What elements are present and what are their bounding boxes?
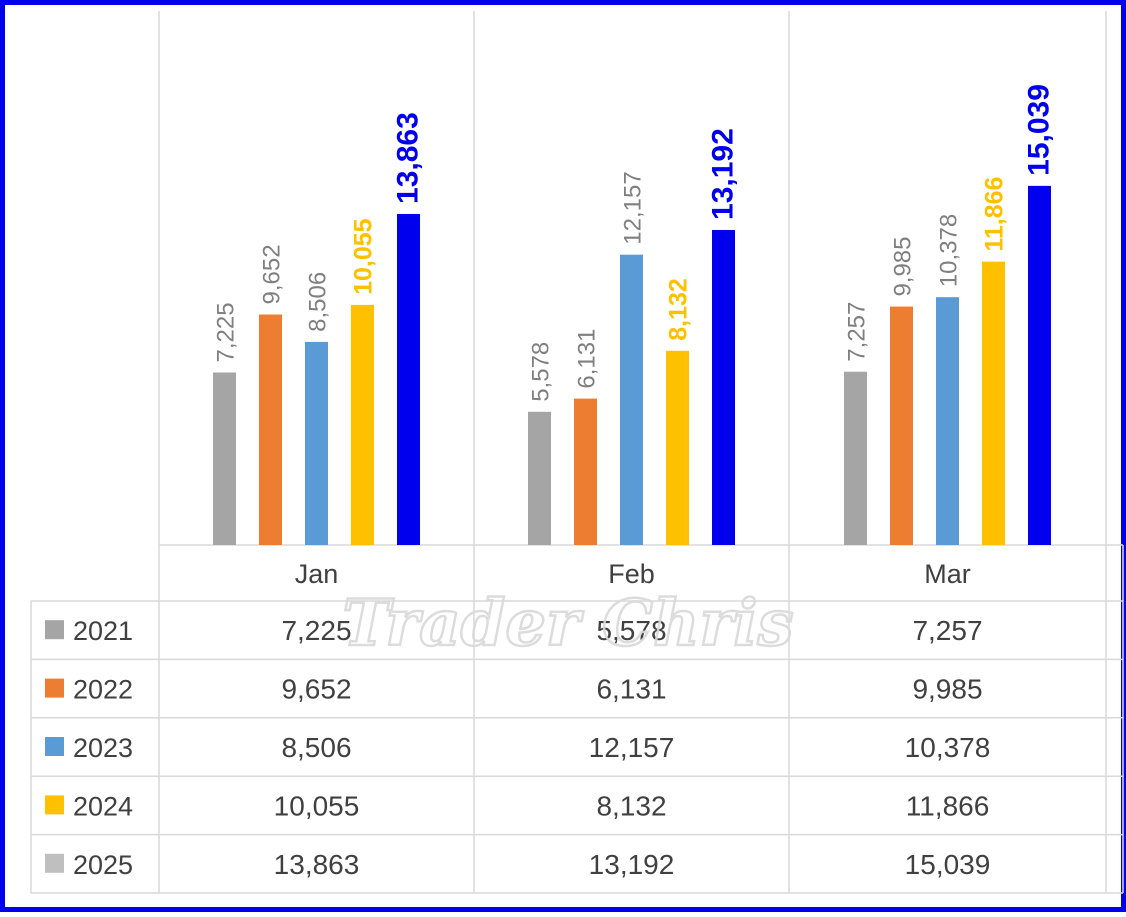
legend-label-2024: 2024 [73, 791, 133, 821]
category-label-feb: Feb [608, 559, 655, 589]
data-label-2024-jan: 10,055 [350, 218, 378, 295]
table-cell-2023-jan: 8,506 [281, 732, 351, 763]
data-label-2022-feb: 6,131 [574, 329, 601, 389]
bar-2024-feb [666, 350, 689, 545]
legend-key-2023 [45, 737, 64, 756]
bar-2021-jan [213, 372, 236, 545]
bar-2024-mar [982, 261, 1005, 545]
bar-2025-mar [1028, 185, 1051, 545]
data-label-2024-feb: 8,132 [665, 278, 693, 341]
bar-chart-with-data-table: Jan Feb Mar 7,225 9,652 8,506 10,055 13,863 5,57… [30, 11, 1124, 894]
bar-2023-jan [305, 341, 328, 545]
data-label-2024-mar: 11,866 [981, 177, 1009, 252]
table-cell-2022-jan: 9,652 [281, 674, 351, 705]
legend-key-2022 [45, 678, 64, 698]
table-cell-2025-mar: 15,039 [905, 849, 991, 880]
table-cell-2024-jan: 10,055 [274, 790, 360, 821]
table-cell-2022-mar: 9,985 [912, 674, 982, 705]
data-label-2023-jan: 8,506 [305, 272, 332, 332]
bar-2023-mar [936, 297, 959, 545]
table-cell-2022-feb: 6,131 [596, 674, 666, 705]
bar-2021-feb [528, 411, 551, 545]
data-label-2021-mar: 7,257 [844, 302, 871, 362]
legend-label-2023: 2023 [73, 733, 133, 763]
data-label-2023-feb: 12,157 [620, 171, 647, 244]
data-label-2022-jan: 9,652 [259, 244, 286, 304]
legend-key-2025 [45, 853, 64, 873]
bar-2022-jan [259, 314, 282, 545]
legend-key-2024 [45, 795, 64, 815]
table-cell-2025-feb: 13,192 [589, 849, 675, 880]
legend-label-2022: 2022 [73, 675, 133, 705]
category-label-jan: Jan [295, 559, 339, 589]
table-cell-2023-mar: 10,378 [905, 732, 991, 763]
table-cell-2024-mar: 11,866 [906, 790, 990, 821]
table-cell-2021-feb: 5,578 [596, 615, 666, 646]
data-label-2025-feb: 13,192 [707, 128, 740, 220]
data-label-2022-mar: 9,985 [890, 236, 917, 296]
data-label-2021-feb: 5,578 [528, 342, 555, 402]
bar-2025-jan [397, 213, 420, 546]
watermark-text: Trader Chris [342, 586, 793, 661]
table-cell-2025-jan: 13,863 [274, 849, 360, 880]
data-label-2021-jan: 7,225 [213, 302, 240, 362]
bar-2024-jan [351, 304, 374, 545]
legend-label-2021: 2021 [73, 616, 133, 646]
table-cell-2023-feb: 12,157 [589, 732, 675, 763]
legend-key-2021 [45, 620, 64, 640]
data-label-2025-mar: 15,039 [1023, 84, 1056, 176]
bar-2023-feb [620, 254, 643, 545]
data-label-2025-jan: 13,863 [392, 112, 425, 204]
data-label-2023-mar: 10,378 [936, 214, 963, 287]
bar-2022-mar [890, 306, 913, 545]
legend-label-2025: 2025 [73, 850, 133, 880]
table-cell-2021-jan: 7,225 [281, 615, 351, 646]
bar-2025-feb [712, 229, 735, 545]
table-cell-2024-feb: 8,132 [596, 790, 666, 821]
table-cell-2021-mar: 7,257 [912, 615, 982, 646]
category-label-mar: Mar [924, 559, 971, 589]
bar-2022-feb [574, 398, 597, 545]
bar-2021-mar [844, 371, 867, 545]
